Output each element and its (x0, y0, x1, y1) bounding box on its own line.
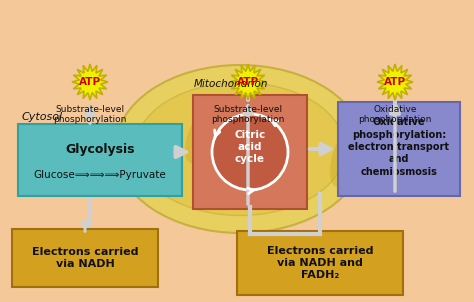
FancyBboxPatch shape (12, 229, 158, 287)
Text: Mitochondrion: Mitochondrion (194, 79, 268, 89)
FancyArrowPatch shape (214, 130, 220, 139)
Text: Substrate-level
phosphorylation: Substrate-level phosphorylation (53, 105, 127, 124)
Polygon shape (72, 64, 108, 100)
Text: Oxidative
phosphorylation:
electron transport
and
chemiosmosis: Oxidative phosphorylation: electron tran… (348, 117, 449, 177)
Text: Oxidative
phosphorylation: Oxidative phosphorylation (358, 105, 432, 124)
Ellipse shape (135, 82, 345, 216)
Text: ATP: ATP (384, 77, 406, 87)
Text: Citric
acid
cycle: Citric acid cycle (234, 130, 265, 164)
Polygon shape (377, 64, 413, 100)
FancyBboxPatch shape (338, 102, 460, 196)
FancyArrowPatch shape (269, 119, 278, 126)
FancyBboxPatch shape (193, 95, 307, 209)
Text: ATP: ATP (237, 77, 259, 87)
Text: ATP: ATP (79, 77, 101, 87)
Ellipse shape (330, 137, 350, 187)
Ellipse shape (185, 111, 215, 163)
Circle shape (212, 114, 288, 190)
Ellipse shape (204, 150, 226, 194)
FancyArrowPatch shape (247, 188, 256, 194)
Text: Substrate-level
phosphorylation: Substrate-level phosphorylation (211, 105, 285, 124)
FancyBboxPatch shape (18, 124, 182, 196)
Text: Glucose⟹⟹⟹Pyruvate: Glucose⟹⟹⟹Pyruvate (34, 170, 166, 180)
Text: Glycolysis: Glycolysis (65, 143, 135, 156)
Text: Electrons carried
via NADH and
FADH₂: Electrons carried via NADH and FADH₂ (267, 246, 373, 280)
Polygon shape (230, 64, 266, 100)
Text: Cytosol: Cytosol (22, 112, 63, 122)
FancyBboxPatch shape (237, 231, 403, 295)
Ellipse shape (115, 65, 365, 233)
Text: Electrons carried
via NADH: Electrons carried via NADH (32, 247, 138, 269)
Ellipse shape (338, 108, 362, 146)
